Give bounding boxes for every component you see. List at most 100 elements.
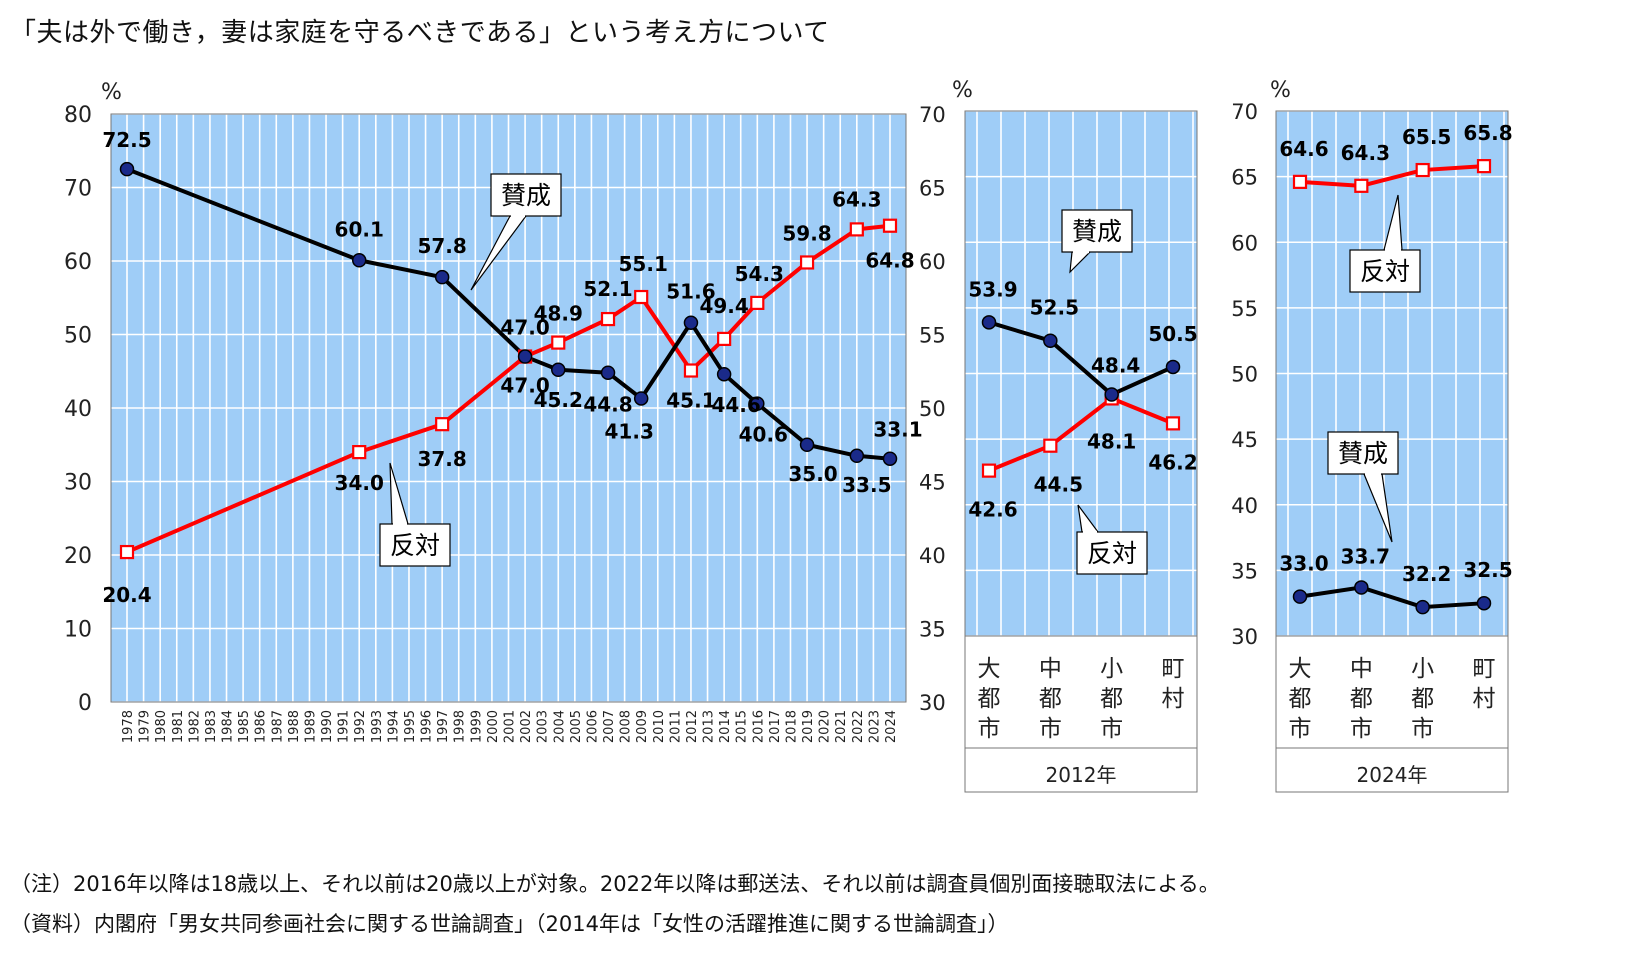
disagree-label-1978: 20.4 (102, 583, 151, 607)
series-disagree-line (1299, 164, 1485, 188)
x-tick-2023: 2023 (867, 710, 882, 743)
y-unit: % (101, 80, 122, 105)
x-tick-1981: 1981 (171, 710, 186, 743)
panel-2012: 2012年 大都市 中都市 小都市 町村 53.9 52.5 48.4 50.5 42.6 44.5… (964, 110, 1198, 793)
agree-point-2009 (633, 391, 649, 406)
y2-tick-30: 30 (919, 691, 946, 715)
x-tick-1983: 1983 (204, 710, 219, 743)
category-label-0-char-1: 都 (1289, 686, 1312, 712)
x-tick-2021: 2021 (834, 710, 849, 743)
x-tick-1994: 1994 (386, 710, 401, 743)
callout-disagree-label: 反対 (1360, 257, 1410, 286)
agree-point-2007 (600, 365, 616, 380)
agree-point-1 (1043, 333, 1058, 348)
category-label-1-char-1: 都 (1039, 686, 1062, 712)
agree-point-0 (1292, 589, 1308, 604)
category-label-0-char-2: 市 (1289, 716, 1312, 742)
series-disagree-line (988, 396, 1174, 473)
panel-subtitle: 2024年 (1357, 763, 1428, 787)
category-label-1-char-2: 市 (1039, 716, 1062, 742)
agree-point-2 (1104, 387, 1119, 402)
callout-disagree-box (379, 523, 451, 567)
x-tick-1997: 1997 (436, 710, 451, 743)
callout-agree-label: 賛成 (1338, 439, 1388, 468)
x-tick-1986: 1986 (254, 710, 269, 743)
disagree-label-2016: 54.3 (735, 262, 784, 286)
x-tick-1985: 1985 (237, 710, 252, 743)
disagree-label-0: 42.6 (968, 498, 1017, 522)
y2-tick-60: 60 (919, 250, 946, 274)
disagree-point-0 (981, 463, 997, 478)
callout-disagree-box (1349, 249, 1421, 293)
agree-point-2019 (799, 437, 815, 452)
agree-label-0: 53.9 (968, 277, 1017, 301)
disagree-label-1997: 37.8 (417, 447, 466, 471)
x-tick-2012: 2012 (685, 710, 700, 743)
y-tick-60: 60 (64, 250, 92, 275)
disagree-point-2007 (600, 311, 616, 327)
x-tick-1979: 1979 (138, 710, 153, 743)
disagree-label-2004: 48.9 (534, 302, 583, 326)
x-tick-1989: 1989 (303, 710, 318, 743)
agree-point-3 (1476, 595, 1492, 611)
disagree-point-2012 (683, 363, 699, 378)
disagree-point-2016 (750, 295, 765, 310)
category-label-0-char-2: 市 (978, 716, 1001, 742)
category-frame (1275, 635, 1509, 793)
y-tick-45: 45 (1231, 428, 1258, 452)
callout-agree-box (1327, 431, 1399, 475)
disagree-label-3: 65.8 (1463, 121, 1512, 145)
agree-label-1992: 60.1 (335, 217, 384, 241)
agree-label-2: 48.4 (1091, 354, 1140, 378)
agree-label-2016: 40.6 (739, 423, 788, 447)
x-tick-2004: 2004 (552, 710, 567, 743)
agree-point-3 (1165, 359, 1181, 375)
category-label-3-char-1: 村 (1162, 686, 1185, 712)
agree-label-1: 33.7 (1341, 544, 1390, 568)
series-agree-line (1299, 585, 1485, 610)
agree-point-2014 (716, 366, 732, 382)
disagree-label-1992: 34.0 (335, 471, 384, 495)
plot-border (110, 113, 907, 703)
agree-label-2024: 33.1 (873, 418, 922, 442)
y-tick-65: 65 (1231, 166, 1258, 190)
agree-label-1978: 72.5 (102, 128, 151, 152)
disagree-point-2014 (717, 331, 732, 347)
agree-label-1: 52.5 (1030, 296, 1079, 320)
callout-disagree-label: 反対 (1087, 539, 1137, 568)
agree-label-2012: 51.6 (666, 280, 715, 304)
category-label-0-char-0: 大 (978, 656, 1001, 682)
x-tick-2008: 2008 (619, 710, 634, 743)
y-tick-30: 30 (1231, 625, 1258, 649)
x-tick-1990: 1990 (320, 710, 335, 743)
y-tick-60: 60 (1231, 231, 1258, 255)
disagree-label-1: 44.5 (1034, 473, 1083, 497)
disagree-point-2004 (551, 335, 566, 350)
disagree-point-2022 (849, 222, 864, 237)
category-label-1-char-2: 市 (1350, 716, 1373, 742)
agree-label-2004: 45.2 (534, 388, 583, 412)
callout-agree-label: 賛成 (501, 181, 551, 210)
panel-2024: 2024年 大都市 中都市 小都市 町村 33.0 33.7 32.2 32.5 64.6 64.3… (1231, 78, 1513, 793)
y2-tick-55: 55 (919, 324, 946, 348)
x-tick-2016: 2016 (751, 710, 766, 743)
disagree-label-3: 46.2 (1148, 450, 1197, 474)
disagree-label-2: 65.5 (1402, 125, 1451, 149)
disagree-label-2022: 64.3 (832, 187, 881, 211)
disagree-label-2007: 52.1 (583, 277, 632, 301)
disagree-label-2024: 64.8 (865, 249, 914, 273)
panel-subtitle: 2012年 (1046, 763, 1117, 787)
category-label-2-char-1: 都 (1411, 686, 1434, 712)
x-tick-2020: 2020 (818, 710, 833, 743)
agree-label-3: 32.5 (1463, 558, 1512, 582)
agree-label-3: 50.5 (1148, 322, 1197, 346)
disagree-point-2024 (882, 218, 898, 233)
disagree-point-1 (1354, 178, 1369, 193)
x-tick-1987: 1987 (270, 710, 285, 743)
y-tick-20: 20 (64, 544, 92, 569)
agree-label-2007: 44.8 (583, 393, 632, 417)
x-tick-2022: 2022 (851, 710, 866, 743)
category-label-2-char-2: 市 (1411, 716, 1434, 742)
y-tick-70: 70 (1231, 100, 1258, 124)
disagree-label-2002: 47.0 (500, 316, 549, 340)
